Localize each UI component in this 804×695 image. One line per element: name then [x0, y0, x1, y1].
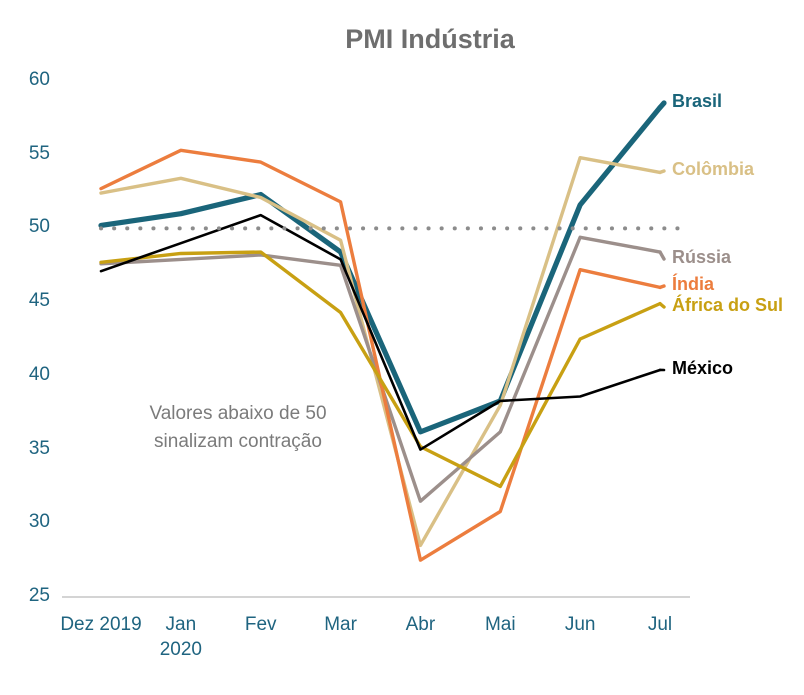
x-axis-tick: Jul [647, 614, 673, 635]
series-layer [98, 100, 667, 562]
y-axis-tick: 55 [28, 142, 50, 164]
contraction-annotation: Valores abaixo de 50 sinalizam contração [149, 403, 327, 452]
series-label-r-ssia: Rússia [672, 247, 732, 267]
series-label-m-xico: México [672, 358, 734, 378]
x-axis-tick: Jan 2020 [159, 614, 202, 661]
y-axis-tick: 50 [28, 216, 50, 238]
x-axis-tick: Mai [484, 614, 516, 635]
x-axis-tick: Mar [324, 614, 357, 635]
x-axis-tick: Jun [564, 614, 596, 635]
series-label-col-mbia: Colômbia [672, 159, 755, 179]
x-axis-tick: Dez 2019 [60, 614, 142, 635]
y-axis-tick: 40 [28, 363, 50, 385]
series-leader-0 [657, 100, 667, 111]
series-label-ndia: Índia [672, 274, 715, 294]
series-label-brasil: Brasil [672, 91, 723, 111]
series-leader-4 [658, 301, 666, 309]
series-leader-1 [658, 169, 666, 175]
series-leader-2 [658, 250, 666, 261]
y-axis-tick: 60 [28, 69, 50, 90]
y-axis-tick: 30 [28, 511, 50, 533]
x-axis-tick: Fev [244, 614, 277, 635]
y-axis-tick: 45 [28, 290, 50, 312]
chart-title: PMI Indústria [345, 24, 515, 54]
series-line-m-xico [99, 213, 662, 451]
y-axis-tick: 35 [28, 437, 50, 459]
series-leader-3 [658, 284, 666, 290]
series-line-frica-do-sul [99, 250, 662, 489]
y-axis-tick: 25 [28, 585, 50, 606]
series-line-col-mbia [99, 155, 662, 548]
series-label-frica-do-sul: África do Sul [672, 295, 784, 315]
series-line-brasil [98, 104, 663, 435]
x-axis-tick: Abr [405, 614, 436, 635]
